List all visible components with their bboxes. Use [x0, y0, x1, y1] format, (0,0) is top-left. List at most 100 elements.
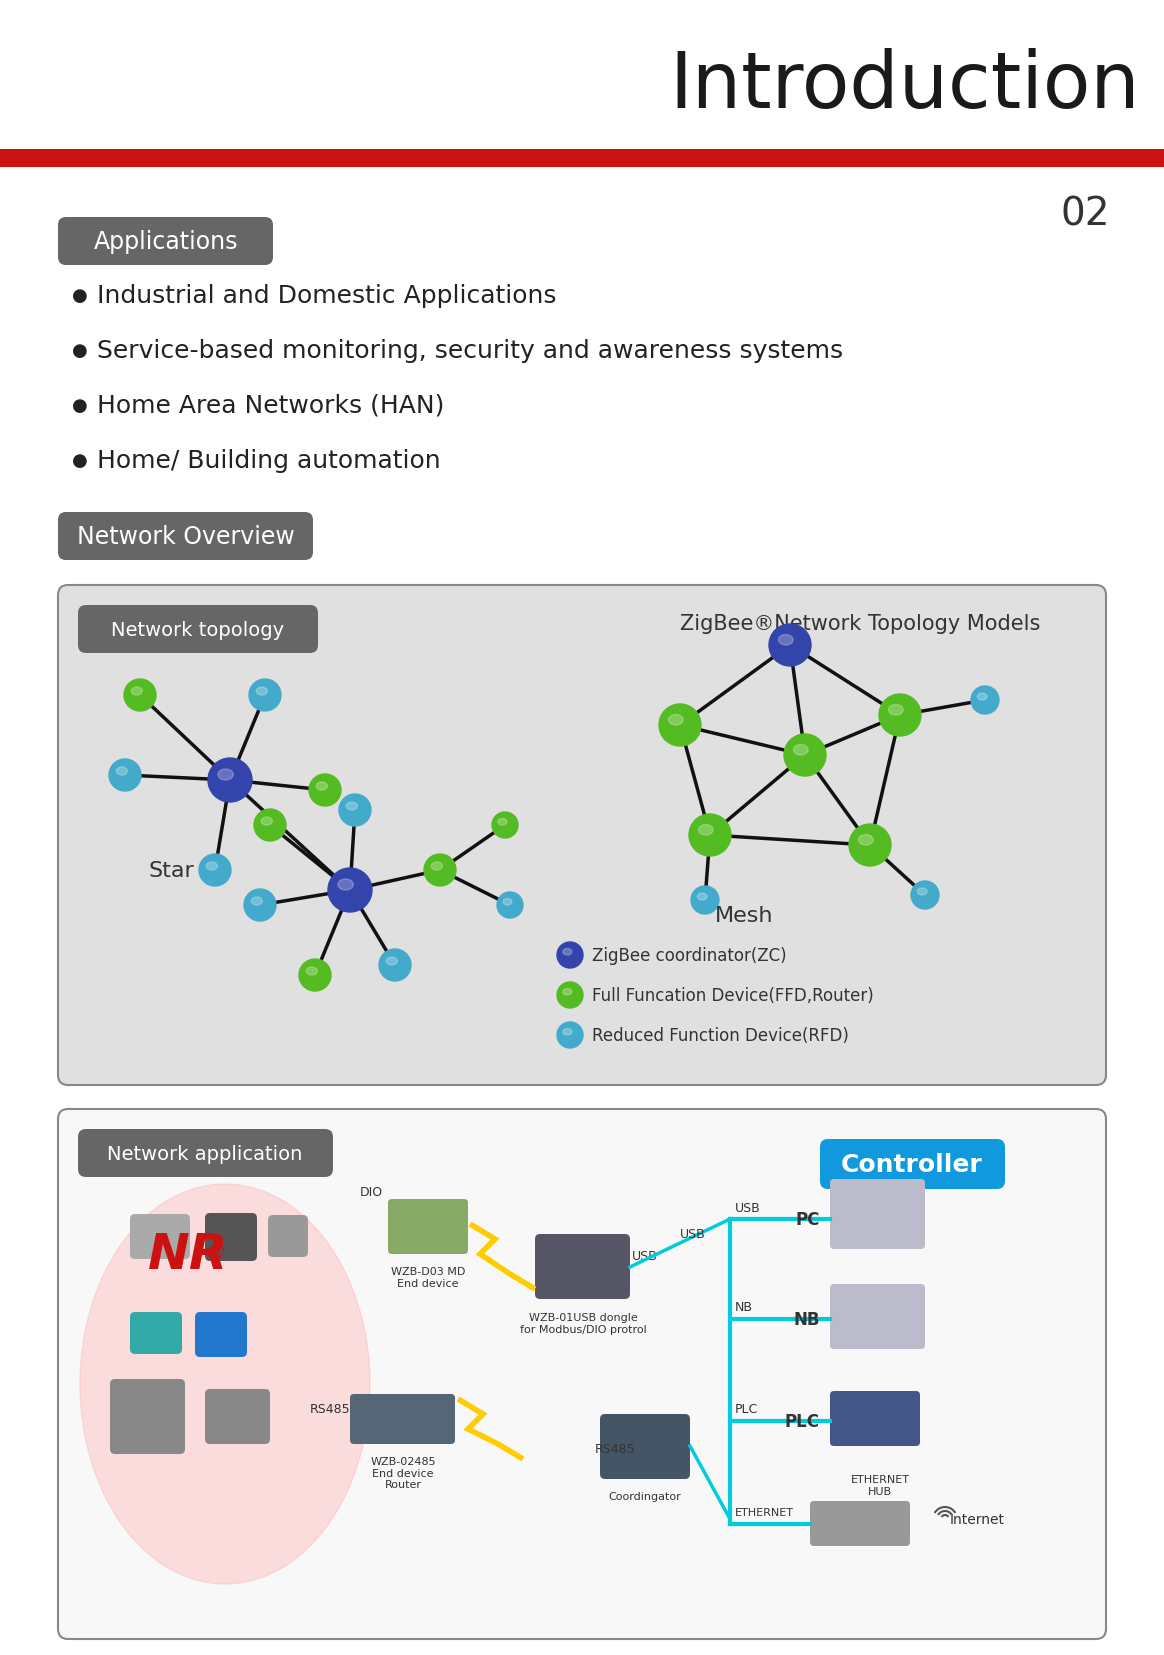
Ellipse shape [558, 983, 583, 1008]
Text: Applications: Applications [94, 230, 239, 253]
Text: NR: NR [148, 1230, 228, 1278]
FancyBboxPatch shape [535, 1235, 630, 1299]
FancyBboxPatch shape [196, 1312, 247, 1357]
Ellipse shape [971, 687, 999, 715]
Text: ZigBee coordinator(ZC): ZigBee coordinator(ZC) [592, 947, 787, 965]
Ellipse shape [689, 814, 731, 857]
Ellipse shape [338, 879, 354, 890]
Ellipse shape [254, 809, 286, 841]
Text: USB: USB [680, 1228, 705, 1241]
Ellipse shape [911, 882, 939, 910]
Ellipse shape [208, 758, 251, 803]
Ellipse shape [563, 1029, 572, 1036]
Text: Coordingator: Coordingator [609, 1491, 681, 1501]
FancyBboxPatch shape [78, 1129, 333, 1177]
Text: Full Funcation Device(FFD,Router): Full Funcation Device(FFD,Router) [592, 986, 874, 1005]
Ellipse shape [386, 958, 397, 965]
FancyBboxPatch shape [205, 1213, 257, 1261]
Ellipse shape [379, 950, 411, 981]
Text: Home Area Networks (HAN): Home Area Networks (HAN) [97, 394, 445, 417]
Text: Introduction: Introduction [669, 48, 1140, 124]
Text: Home/ Building automation: Home/ Building automation [97, 449, 441, 473]
Text: Network topology: Network topology [112, 621, 284, 639]
Text: Star: Star [148, 861, 193, 880]
FancyBboxPatch shape [350, 1394, 455, 1445]
Ellipse shape [249, 680, 281, 712]
Ellipse shape [308, 775, 341, 806]
Ellipse shape [563, 990, 572, 995]
Ellipse shape [431, 862, 442, 871]
FancyBboxPatch shape [58, 513, 313, 561]
Ellipse shape [256, 687, 268, 695]
Bar [0, 151, 1164, 167]
Text: 02: 02 [1060, 195, 1110, 233]
Ellipse shape [339, 794, 371, 826]
Text: PC: PC [796, 1210, 819, 1228]
Ellipse shape [858, 836, 873, 846]
Text: NB: NB [734, 1301, 753, 1314]
Text: Controller: Controller [842, 1152, 982, 1177]
FancyBboxPatch shape [830, 1180, 925, 1250]
FancyBboxPatch shape [111, 1379, 185, 1455]
Ellipse shape [125, 680, 156, 712]
Text: ETHERNET
HUB: ETHERNET HUB [851, 1475, 909, 1496]
Text: Network Overview: Network Overview [77, 525, 294, 549]
Text: RS485: RS485 [310, 1403, 350, 1415]
Text: ETHERNET: ETHERNET [734, 1508, 794, 1518]
Text: Service-based monitoring, security and awareness systems: Service-based monitoring, security and a… [97, 339, 843, 362]
Ellipse shape [978, 693, 987, 700]
Ellipse shape [244, 889, 276, 922]
Text: DIO: DIO [360, 1185, 383, 1198]
Ellipse shape [917, 889, 927, 895]
Text: Mesh: Mesh [715, 905, 774, 925]
FancyBboxPatch shape [599, 1413, 690, 1480]
Ellipse shape [80, 1185, 370, 1584]
Ellipse shape [558, 942, 583, 968]
FancyBboxPatch shape [205, 1389, 270, 1445]
Ellipse shape [503, 899, 512, 905]
Ellipse shape [218, 770, 233, 781]
FancyBboxPatch shape [58, 1109, 1106, 1638]
Text: ●: ● [72, 397, 87, 415]
Ellipse shape [794, 745, 808, 756]
Text: ●: ● [72, 343, 87, 359]
Ellipse shape [116, 768, 127, 776]
Text: ●: ● [72, 452, 87, 470]
Text: ●: ● [72, 286, 87, 305]
Ellipse shape [668, 715, 683, 725]
Ellipse shape [498, 819, 508, 826]
FancyBboxPatch shape [78, 606, 318, 654]
Text: WZB-D03 MD
End device: WZB-D03 MD End device [391, 1266, 466, 1288]
Text: Reduced Function Device(RFD): Reduced Function Device(RFD) [592, 1026, 849, 1044]
Text: PLC: PLC [785, 1412, 819, 1430]
Ellipse shape [109, 760, 141, 791]
Ellipse shape [346, 803, 357, 811]
Text: USB: USB [632, 1250, 658, 1263]
Text: PLC: PLC [734, 1403, 758, 1415]
Ellipse shape [697, 894, 707, 900]
Text: Industrial and Domestic Applications: Industrial and Domestic Applications [97, 283, 556, 308]
Text: ZigBee®Network Topology Models: ZigBee®Network Topology Models [680, 614, 1041, 634]
Ellipse shape [206, 862, 218, 871]
Ellipse shape [659, 705, 701, 746]
Ellipse shape [199, 854, 230, 887]
FancyBboxPatch shape [58, 586, 1106, 1086]
Ellipse shape [785, 735, 826, 776]
Ellipse shape [879, 695, 921, 736]
FancyBboxPatch shape [130, 1215, 190, 1259]
Ellipse shape [306, 968, 318, 975]
Ellipse shape [769, 624, 811, 667]
FancyBboxPatch shape [810, 1501, 910, 1546]
FancyBboxPatch shape [388, 1200, 468, 1254]
Ellipse shape [261, 818, 272, 826]
Ellipse shape [888, 705, 903, 715]
Bar [0, 0, 1164, 167]
Text: USB: USB [734, 1202, 761, 1213]
FancyBboxPatch shape [819, 1139, 1005, 1190]
Text: WZB-01USB dongle
for Modbus/DIO protrol: WZB-01USB dongle for Modbus/DIO protrol [519, 1312, 646, 1334]
Ellipse shape [698, 824, 714, 836]
Ellipse shape [328, 869, 372, 912]
Ellipse shape [299, 960, 331, 991]
Ellipse shape [132, 687, 142, 695]
Text: Network application: Network application [107, 1144, 303, 1163]
